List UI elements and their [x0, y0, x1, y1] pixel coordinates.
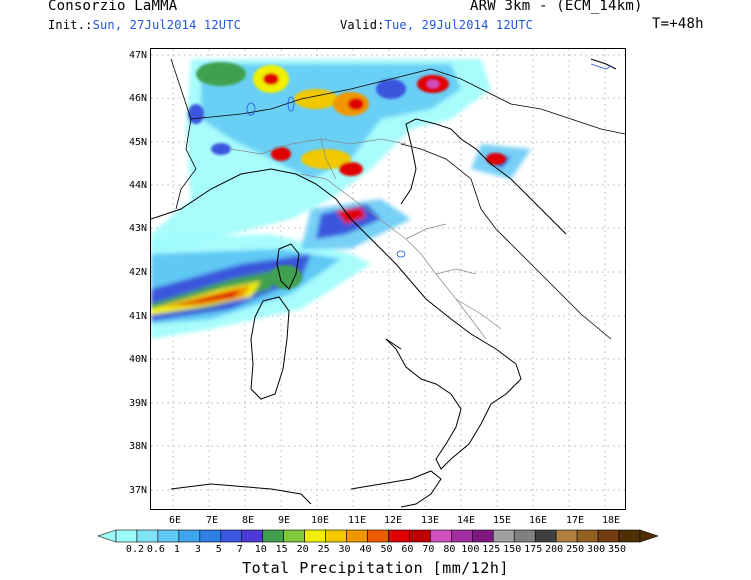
init-time: Init.:Sun, 27Jul2014 12UTC — [48, 18, 241, 32]
lon-label: 14E — [457, 515, 476, 526]
colorbar-tick-label: 40 — [359, 544, 372, 555]
organization-title: Consorzio LaMMA — [48, 0, 178, 14]
colorbar-tick-label: 15 — [275, 544, 288, 555]
lon-label: 11E — [348, 515, 367, 526]
lat-label: 44N — [129, 180, 148, 191]
lon-label: 18E — [602, 515, 621, 526]
colorbar-swatch — [576, 529, 599, 543]
lon-label: 12E — [384, 515, 403, 526]
colorbar-tick-label: 150 — [503, 544, 522, 555]
lat-label: 37N — [129, 485, 148, 496]
colorbar-swatch — [367, 529, 389, 543]
lat-label: 43N — [129, 223, 148, 234]
colorbar-swatch — [534, 529, 557, 543]
init-value: Sun, 27Jul2014 12UTC — [92, 18, 242, 32]
colorbar-swatch — [409, 529, 431, 543]
colorbar-tick-label: 200 — [545, 544, 564, 555]
lakes — [246, 63, 612, 258]
valid-value: Tue, 29Jul2014 12UTC — [384, 18, 534, 32]
lat-label: 46N — [129, 93, 148, 104]
lat-label: 39N — [129, 398, 148, 409]
colorbar-tick-label: 300 — [587, 544, 606, 555]
colorbar-high-arrow — [639, 529, 659, 543]
colorbar-tick-label: 80 — [443, 544, 456, 555]
colorbar-tick-label: 175 — [524, 544, 543, 555]
colorbar-tick-label: 100 — [461, 544, 480, 555]
colorbar-tick-label: 60 — [401, 544, 414, 555]
colorbar-swatch — [618, 529, 641, 543]
lon-label: 17E — [566, 515, 585, 526]
forecast-step: T=+48h — [652, 16, 704, 32]
colorbar-swatch — [199, 529, 222, 543]
valid-time: Valid:Tue, 29Jul2014 12UTC — [340, 18, 533, 32]
colorbar-swatch — [430, 529, 452, 543]
colorbar-swatch — [283, 529, 305, 543]
colorbar-swatch — [492, 529, 515, 543]
colorbar-tick-label: 0.2 — [125, 544, 144, 555]
colorbar-tick-label: 3 — [194, 544, 201, 555]
colorbar-swatch — [157, 529, 180, 543]
lat-label: 40N — [129, 354, 148, 365]
lat-label: 42N — [129, 267, 148, 278]
colorbar-title: Total Precipitation [mm/12h] — [242, 559, 509, 577]
init-label: Init.: — [48, 18, 93, 32]
colorbar-tick-label: 25 — [317, 544, 330, 555]
colorbar-swatch — [597, 529, 620, 543]
lat-label: 47N — [129, 50, 148, 61]
colorbar-swatch — [220, 529, 243, 543]
colorbar-labels: 0.2 0.6 1 3 5 7 10 15 20 25 30 40 50 60 70 80 100 125 150 1… — [0, 544, 751, 558]
colorbar-tick-label: 10 — [254, 544, 267, 555]
lat-label: 45N — [129, 137, 148, 148]
colorbar-swatch — [325, 529, 347, 543]
lat-label: 41N — [129, 311, 148, 322]
lon-label: 6E — [169, 515, 182, 526]
region-borders — [230, 138, 502, 340]
colorbar-swatch — [241, 529, 264, 543]
colorbar-swatch — [388, 529, 410, 543]
lon-label: 16E — [529, 515, 548, 526]
valid-label: Valid: — [340, 18, 385, 32]
colorbar-tick-label: 5 — [215, 544, 222, 555]
colorbar-swatch — [115, 529, 138, 543]
lat-label: 38N — [129, 441, 148, 452]
lon-label: 9E — [278, 515, 291, 526]
colorbar-swatch — [262, 529, 284, 543]
colorbar-swatch — [555, 529, 578, 543]
colorbar-swatch — [136, 529, 159, 543]
colorbar-tick-label: 50 — [380, 544, 393, 555]
colorbar-tick-label: 250 — [566, 544, 585, 555]
colorbar-swatch — [513, 529, 536, 543]
colorbar-tick-label: 30 — [338, 544, 351, 555]
colorbar-tick-label: 7 — [236, 544, 243, 555]
colorbar-swatch — [346, 529, 368, 543]
lon-label: 10E — [311, 515, 330, 526]
colorbar-tick-label: 1 — [173, 544, 180, 555]
colorbar-tick-label: 0.6 — [146, 544, 165, 555]
colorbar-swatch — [472, 529, 494, 543]
colorbar-swatch — [178, 529, 201, 543]
lon-label: 8E — [242, 515, 255, 526]
lon-label: 7E — [206, 515, 219, 526]
colorbar-tick-label: 70 — [422, 544, 435, 555]
model-title: ARW 3km - (ECM_14km) — [470, 0, 643, 14]
convective-cells — [188, 62, 506, 289]
precipitation-map — [151, 49, 625, 509]
colorbar-swatch — [304, 529, 326, 543]
colorbar — [97, 529, 659, 543]
lon-label: 15E — [493, 515, 512, 526]
map-frame: 47N 46N 45N 44N 43N 42N 41N 40N 39N 38N … — [129, 48, 626, 526]
coastlines — [151, 58, 617, 508]
colorbar-tick-label: 20 — [296, 544, 309, 555]
lon-label: 13E — [421, 515, 440, 526]
colorbar-tick-label: 350 — [608, 544, 627, 555]
country-borders — [170, 58, 625, 340]
colorbar-tick-label: 125 — [482, 544, 501, 555]
colorbar-swatch — [451, 529, 473, 543]
colorbar-low-arrow — [97, 529, 117, 543]
